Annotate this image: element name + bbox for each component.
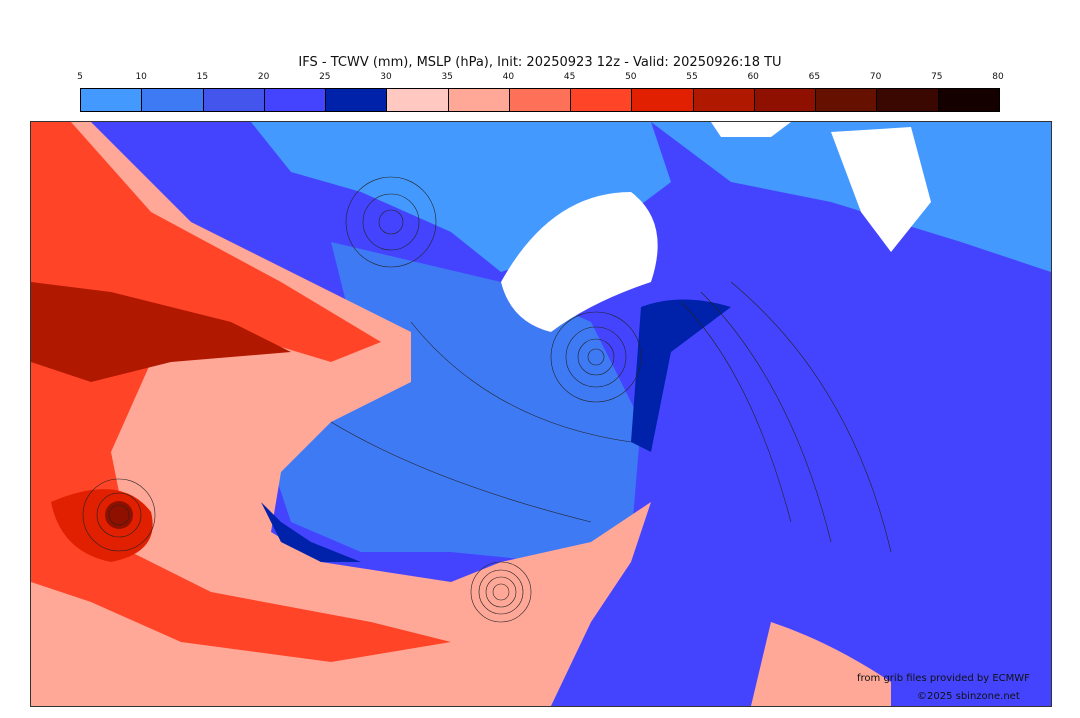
colorbar-tick-label: 60 xyxy=(747,72,759,82)
colorbar-segment xyxy=(571,89,633,111)
source-credit: from grib files provided by ECMWF xyxy=(857,673,1030,684)
colorbar-tick-label: 5 xyxy=(77,72,83,82)
isobars xyxy=(82,176,892,623)
colorbar-segment xyxy=(632,89,694,111)
weather-map[interactable]: from grib files provided by ECMWF ©2025 … xyxy=(30,121,1052,707)
colorbar-tick-label: 25 xyxy=(319,72,331,82)
colorbar-tick-label: 30 xyxy=(380,72,392,82)
colorbar-segment xyxy=(203,89,265,111)
colorbar-segment xyxy=(693,89,755,111)
colorbar-tick-label: 20 xyxy=(257,72,270,82)
colorbar-segment xyxy=(938,89,999,111)
colorbar-tick-label: 10 xyxy=(135,72,147,82)
colorbar-tick-label: 50 xyxy=(625,72,637,82)
colorbar-segment xyxy=(326,89,388,111)
colorbar-tick-label: 55 xyxy=(686,72,698,82)
colorbar-tick-label: 15 xyxy=(196,72,209,82)
colorbar-segment xyxy=(754,89,817,111)
colorbar-segment xyxy=(264,89,327,111)
colorbar-tick-label: 80 xyxy=(992,72,1004,82)
colorbar-ticks: 5 10 15 20 25 30 35 40 45 50 55 60 65 70 75 80 xyxy=(77,72,1004,84)
colorbar-tick-label: 65 xyxy=(808,72,821,82)
colorbar-tick-label: 75 xyxy=(931,72,943,82)
colorbar-segment xyxy=(448,89,510,111)
map-title: IFS - TCWV (mm), MSLP (hPa), Init: 20250… xyxy=(298,55,782,70)
colorbar-tick-label: 45 xyxy=(563,72,576,82)
colorbar-tick-label: 35 xyxy=(441,72,453,82)
colorbar-segment xyxy=(142,89,204,111)
copyright-credit: ©2025 sbinzone.net xyxy=(917,691,1020,702)
colorbar-segment xyxy=(816,89,878,111)
colorbar-segment xyxy=(387,89,449,111)
colorbar-segment xyxy=(81,89,143,111)
colorbar-tick-label: 40 xyxy=(502,72,515,82)
tcwv-field xyxy=(31,122,1051,706)
colorbar-segment xyxy=(877,89,939,111)
colorbar xyxy=(80,88,1000,112)
colorbar-tick-label: 70 xyxy=(869,72,882,82)
colorbar-segment xyxy=(509,89,572,111)
